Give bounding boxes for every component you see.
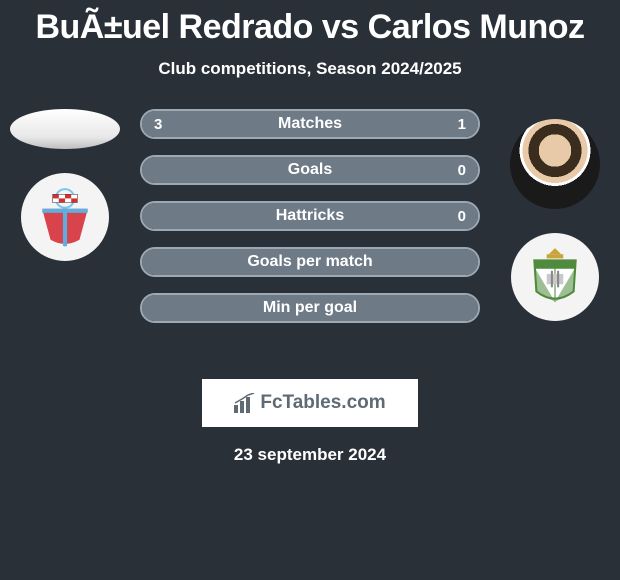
shield-icon	[34, 186, 96, 248]
fctables-logo-box: FcTables.com	[202, 379, 418, 427]
stat-label: Goals per match	[142, 249, 478, 275]
page-title: BuÃ±uel Redrado vs Carlos Munoz	[0, 0, 620, 47]
stat-value-right: 1	[446, 111, 478, 137]
player-right-avatar	[510, 119, 600, 209]
comparison-panel: Matches31Goals0Hattricks0Goals per match…	[0, 109, 620, 369]
stat-row: Goals0	[140, 155, 480, 185]
logo-text: FcTables.com	[260, 392, 385, 414]
stat-value-right: 0	[446, 203, 478, 229]
stat-label: Min per goal	[142, 295, 478, 321]
stat-row: Hattricks0	[140, 201, 480, 231]
player-left-avatar	[10, 109, 120, 149]
player-right-col	[490, 109, 620, 321]
stat-label: Hattricks	[142, 203, 478, 229]
barchart-icon	[234, 393, 256, 413]
stat-row: Goals per match	[140, 247, 480, 277]
stats-bars: Matches31Goals0Hattricks0Goals per match…	[140, 109, 480, 339]
stat-value-right: 0	[446, 157, 478, 183]
fctables-logo: FcTables.com	[234, 392, 385, 414]
stat-label: Matches	[142, 111, 478, 137]
stat-label: Goals	[142, 157, 478, 183]
stat-value-left: 3	[142, 111, 174, 137]
subtitle: Club competitions, Season 2024/2025	[0, 59, 620, 79]
stat-row: Min per goal	[140, 293, 480, 323]
club-left-crest	[21, 173, 109, 261]
stat-row: Matches3 1	[140, 109, 480, 139]
club-right-crest	[511, 233, 599, 321]
player-left-col	[0, 109, 130, 261]
shield-icon	[524, 246, 586, 308]
date-label: 23 september 2024	[0, 445, 620, 465]
